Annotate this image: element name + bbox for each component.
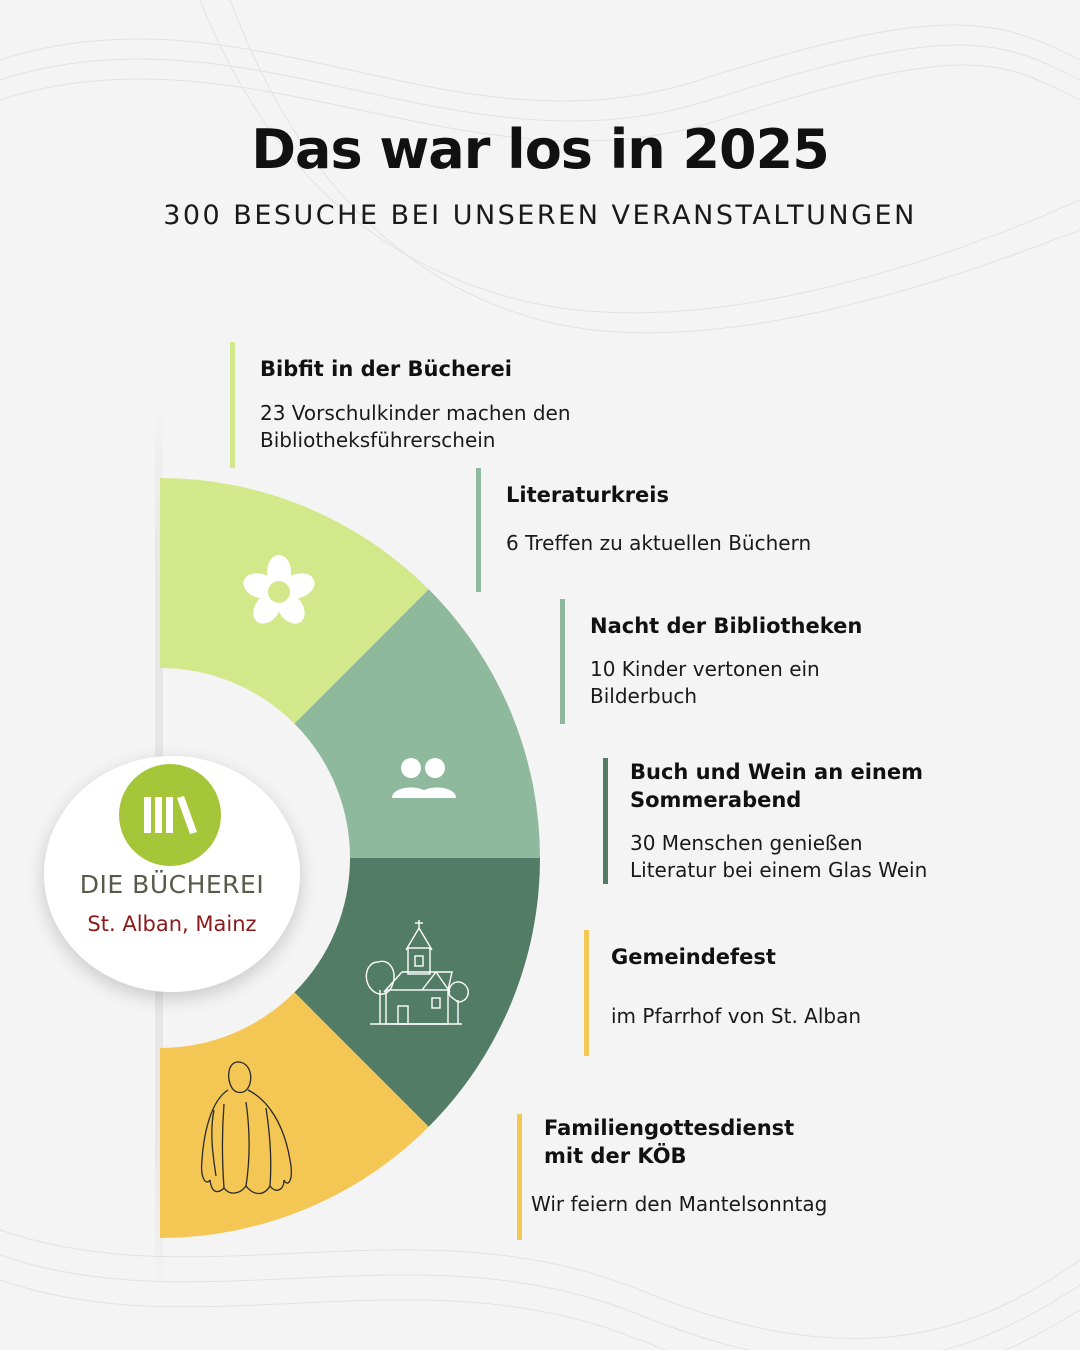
books-icon: [119, 764, 221, 866]
event-description: 10 Kinder vertonen ein: [590, 657, 820, 681]
cloak-icon: [200, 1061, 292, 1195]
event-title: Familiengottesdienst: [544, 1116, 795, 1140]
segment-yellow: [160, 992, 429, 1238]
event-bar: [560, 599, 565, 724]
event-description: 23 Vorschulkinder machen den: [260, 401, 571, 425]
event-bar: [230, 342, 235, 468]
event-bar: [476, 468, 481, 592]
page-title: Das war los in 2025: [251, 118, 830, 181]
event-bar: [517, 1114, 522, 1240]
page-subtitle: 300 BESUCHE BEI UNSEREN VERANSTALTUNGEN: [163, 200, 917, 231]
event-description: Literatur bei einem Glas Wein: [630, 858, 928, 882]
event-buch-und-wein: Buch und Wein an einem Sommerabend 30 Me…: [603, 758, 1023, 884]
event-description: Wir feiern den Mantelsonntag: [531, 1192, 828, 1216]
event-description: Bilderbuch: [590, 684, 698, 708]
event-nacht-der-bibliotheken: Nacht der Bibliotheken 10 Kinder vertone…: [560, 599, 920, 724]
event-title: Nacht der Bibliotheken: [590, 614, 863, 638]
event-title: Gemeindefest: [611, 945, 776, 969]
event-gemeindefest: Gemeindefest im Pfarrhof von St. Alban: [584, 930, 964, 1056]
flower-icon: [243, 555, 315, 624]
event-title: mit der KÖB: [544, 1144, 687, 1168]
event-familiengottesdienst: Familiengottesdienst mit der KÖB Wir fei…: [517, 1114, 917, 1240]
event-bibfit: Bibfit in der Bücherei 23 Vorschulkinder…: [230, 342, 650, 468]
event-description: 30 Menschen genießen: [630, 831, 863, 855]
event-description: Bibliotheksführerschein: [260, 428, 496, 452]
segment-sage: [294, 589, 540, 858]
segment-dark-green: [294, 858, 540, 1127]
logo-name: DIE BÜCHEREI: [79, 870, 265, 899]
church-icon: [365, 920, 469, 1025]
event-bar: [584, 930, 589, 1056]
event-description: im Pfarrhof von St. Alban: [611, 1004, 862, 1028]
event-bar: [603, 758, 608, 884]
logo-place: St. Alban, Mainz: [87, 912, 257, 936]
event-title: Sommerabend: [630, 788, 802, 812]
event-title: Literaturkreis: [506, 483, 669, 507]
library-logo: DIE BÜCHEREI St. Alban, Mainz: [44, 756, 300, 992]
event-description: 6 Treffen zu aktuellen Büchern: [506, 531, 812, 555]
event-title: Bibfit in der Bücherei: [260, 357, 512, 381]
event-literaturkreis: Literaturkreis 6 Treffen zu aktuellen Bü…: [476, 468, 876, 592]
event-title: Buch und Wein an einem: [630, 760, 923, 784]
people-icon: [392, 758, 456, 798]
